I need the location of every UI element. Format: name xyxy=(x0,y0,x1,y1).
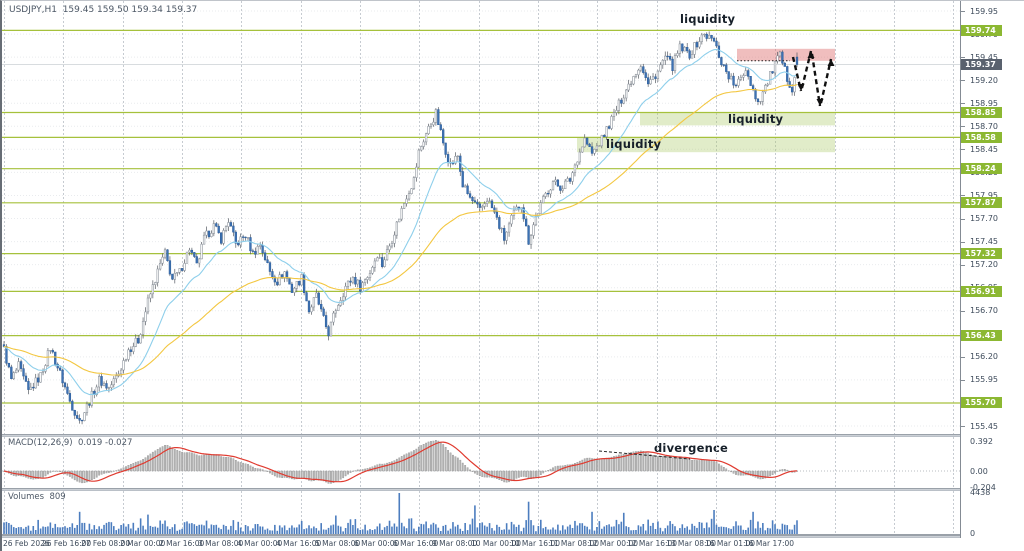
price-tick-label: 158.70 xyxy=(970,122,998,131)
divergence-trendline xyxy=(598,450,691,460)
volume-axis-label: 4438 xyxy=(970,488,991,497)
panel-separator-volume[interactable] xyxy=(2,488,1024,491)
liquidity-label-lower-zone[interactable]: liquidity xyxy=(606,137,662,151)
price-tick-mark xyxy=(961,426,965,427)
price-tick-mark xyxy=(961,103,965,104)
ma-slow-line xyxy=(3,84,798,376)
macd-values: 0.019 -0.027 xyxy=(77,438,133,448)
time-axis-label: 2 Mar 00:00 xyxy=(120,539,166,548)
candles-layer xyxy=(2,31,799,425)
price-tick-label: 158.45 xyxy=(970,145,998,154)
liquidity-label-top[interactable]: liquidity xyxy=(680,12,736,26)
ohlc-readout: 159.45 159.50 159.34 159.37 xyxy=(62,5,198,15)
time-axis-label: 13 Mar 08:00 xyxy=(666,539,717,548)
time-axis-label: 26 Feb 16:00 xyxy=(42,539,92,548)
time-axis-label: 4 Mar 16:00 xyxy=(276,539,322,548)
macd-axis-label: 0.00 xyxy=(970,467,988,476)
time-axis-label: 10 Mar 00:00 xyxy=(471,539,522,548)
price-tick-mark xyxy=(961,11,965,12)
price-tick-label: 155.45 xyxy=(970,422,998,431)
time-axis-label: 11 Mar 08:00 xyxy=(549,539,600,548)
price-tick-label: 155.95 xyxy=(970,375,998,384)
volume-axis-label: 0 xyxy=(970,529,976,538)
panel-separator-timeaxis xyxy=(2,535,1024,538)
chart-title: USDJPY,H1 159.45 159.50 159.34 159.37 xyxy=(9,5,197,15)
price-tick-mark xyxy=(961,357,965,358)
price-tick-mark xyxy=(961,311,965,312)
time-axis-label: 27 Feb 08:00 xyxy=(81,539,131,548)
zone-supply xyxy=(737,48,835,61)
price-axis[interactable]: 159.95159.70159.45159.20158.95158.70158.… xyxy=(960,1,1024,538)
symbol-timeframe: USDJPY,H1 xyxy=(9,5,57,15)
panel-separator-macd[interactable] xyxy=(2,434,1024,437)
time-axis-label: 5 Mar 08:00 xyxy=(315,539,361,548)
macd-label: MACD(12,26,9) 0.019 -0.027 xyxy=(8,438,132,448)
macd-name: MACD(12,26,9) xyxy=(8,438,73,448)
current-price-badge: 159.37 xyxy=(961,59,1002,70)
price-tick-mark xyxy=(961,195,965,196)
macd-indicator-canvas[interactable] xyxy=(2,437,960,488)
price-tick-mark xyxy=(961,57,965,58)
volumes-label: Volumes 809 xyxy=(8,492,66,502)
macd-histogram xyxy=(3,440,798,484)
time-axis[interactable]: 26 Feb 2026 26 Feb 16:00 27 Feb 08:00 2 Mar… xyxy=(2,538,960,551)
price-tick-label: 159.95 xyxy=(970,7,998,16)
ma-fast-line xyxy=(3,48,798,396)
liquidity-label-upper-zone[interactable]: liquidity xyxy=(728,112,784,126)
grid-layer xyxy=(2,1,960,435)
projection-arrows xyxy=(791,50,835,107)
price-level-badge: 157.32 xyxy=(961,248,1002,259)
price-level-badge: 156.91 xyxy=(961,286,1002,297)
price-level-badge: 156.43 xyxy=(961,330,1002,341)
price-tick-label: 157.95 xyxy=(970,191,998,200)
price-tick-mark xyxy=(961,380,965,381)
time-axis-label: 9 Mar 08:00 xyxy=(432,539,478,548)
price-level-badge: 158.58 xyxy=(961,132,1002,143)
time-axis-label: 26 Feb 2026 xyxy=(3,539,50,548)
level-lines-layer xyxy=(2,29,960,404)
price-tick-mark xyxy=(961,219,965,220)
time-axis-label: 16 Mar 17:00 xyxy=(744,539,795,548)
time-axis-label: 10 Mar 16:00 xyxy=(510,539,561,548)
price-tick-label: 157.45 xyxy=(970,237,998,246)
time-axis-label: 3 Mar 08:00 xyxy=(198,539,244,548)
time-axis-label: 12 Mar 16:00 xyxy=(627,539,678,548)
price-tick-label: 157.20 xyxy=(970,260,998,269)
time-axis-label: 6 Mar 00:00 xyxy=(354,539,400,548)
price-tick-label: 156.20 xyxy=(970,352,998,361)
volumes-value: 809 xyxy=(49,492,66,502)
price-tick-mark xyxy=(961,149,965,150)
price-chart-canvas[interactable] xyxy=(2,1,960,435)
macd-axis-label: -0.204 xyxy=(970,483,996,492)
price-tick-mark xyxy=(961,126,965,127)
divergence-label[interactable]: divergence xyxy=(654,441,728,455)
price-tick-label: 156.70 xyxy=(970,306,998,315)
price-tick-label: 159.45 xyxy=(970,53,998,62)
time-axis-label: 12 Mar 00:00 xyxy=(588,539,639,548)
time-axis-label: 2 Mar 16:00 xyxy=(159,539,205,548)
time-axis-label: 6 Mar 16:00 xyxy=(393,539,439,548)
volume-bars xyxy=(3,493,798,534)
zone-demand xyxy=(577,137,835,153)
volume-indicator-canvas[interactable] xyxy=(2,491,960,535)
price-level-badge: 158.85 xyxy=(961,107,1002,118)
price-level-badge: 157.87 xyxy=(961,197,1002,208)
price-tick-label: 157.70 xyxy=(970,214,998,223)
price-tick-mark xyxy=(961,242,965,243)
price-tick-label: 158.95 xyxy=(970,99,998,108)
time-axis-label: 4 Mar 00:00 xyxy=(237,539,283,548)
time-axis-label: 16 Mar 01:00 xyxy=(705,539,756,548)
price-tick-mark xyxy=(961,265,965,266)
price-level-badge: 155.70 xyxy=(961,397,1002,408)
macd-axis-label: 0.392 xyxy=(970,437,993,446)
macd-signal-line xyxy=(3,441,798,483)
price-tick-mark xyxy=(961,80,965,81)
volumes-name: Volumes xyxy=(8,492,45,502)
price-level-badge: 158.24 xyxy=(961,163,1002,174)
price-tick-label: 159.20 xyxy=(970,76,998,85)
price-level-badge: 159.74 xyxy=(961,25,1002,36)
